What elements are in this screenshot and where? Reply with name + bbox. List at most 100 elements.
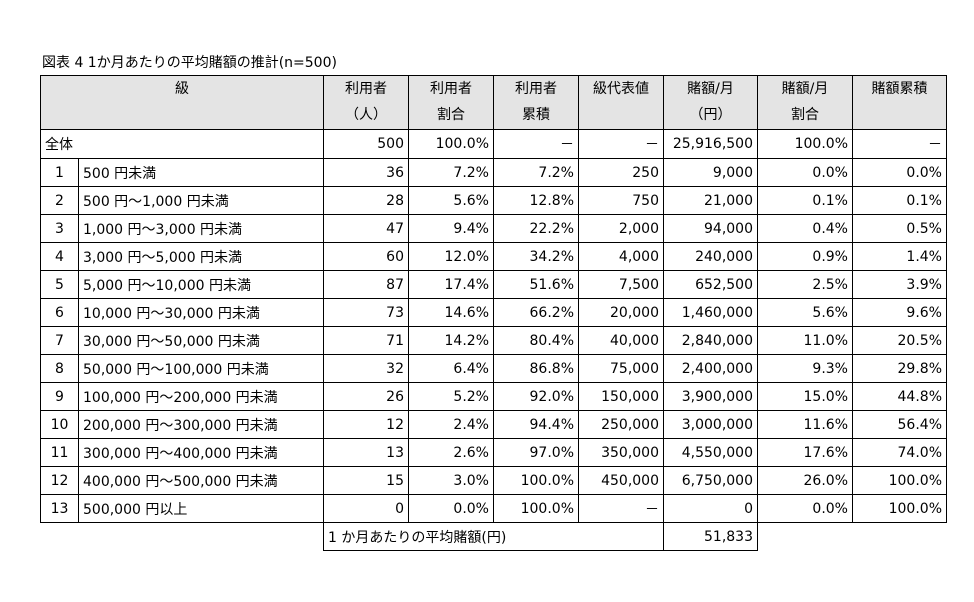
table-cell: 4,550,000 — [663, 438, 758, 467]
table-cell: 12 — [323, 410, 409, 439]
table-cell: 66.2% — [493, 298, 579, 327]
table-cell: 21,000 — [663, 186, 758, 215]
table-cell: 2.6% — [408, 438, 494, 467]
table-cell: 0.0% — [757, 158, 853, 187]
table-cell: 級 — [40, 75, 324, 130]
table-cell: 7.2% — [408, 158, 494, 187]
table-cell: 100.0% — [757, 129, 853, 159]
table-cell: 全体 — [40, 129, 324, 159]
table-cell: 25,916,500 — [663, 129, 758, 159]
table-cell: 3,900,000 — [663, 382, 758, 411]
table-cell: 44.8% — [852, 382, 947, 411]
table-row: 級利用者 （人） 利用者 割合 利用者 累積 級代表値 賭額/月 （円） 賭額/月 割合賭… — [40, 75, 947, 130]
table-cell: 2.4% — [408, 410, 494, 439]
table-cell: 利用者 割合 — [408, 75, 494, 130]
table-row: 2 500 円～1,000 円未満 28 5.6% 12.8% 750 21,000 0.1%… — [40, 186, 947, 215]
table-cell: － — [578, 129, 664, 159]
table-cell: 94.4% — [493, 410, 579, 439]
table-title: 図表 4 1か月あたりの平均賭額の推計(n=500) — [42, 55, 337, 71]
table-cell: 7 — [40, 326, 79, 355]
table-cell: 100,000 円～200,000 円未満 — [78, 382, 324, 411]
table-cell: 26 — [323, 382, 409, 411]
table-cell: 2,400,000 — [663, 354, 758, 383]
table-cell: 3 — [40, 214, 79, 243]
table-cell: 26.0% — [757, 466, 853, 495]
table-cell: 0.0% — [852, 158, 947, 187]
table-row: 1 500 円未満 36 7.2% 7.2% 250 9,000 0.0% 0.0% — [40, 158, 947, 187]
table-cell: 75,000 — [578, 354, 664, 383]
table-cell: 0.4% — [757, 214, 853, 243]
table-cell: 250,000 — [578, 410, 664, 439]
table-cell: 450,000 — [578, 466, 664, 495]
table-cell: 100.0% — [852, 494, 947, 523]
table-cell: 240,000 — [663, 242, 758, 271]
table-row: 11 300,000 円～400,000 円未満 13 2.6% 97.0% 350,00… — [40, 438, 947, 467]
table-cell: 22.2% — [493, 214, 579, 243]
table-cell — [41, 523, 324, 551]
table-cell: 3,000,000 — [663, 410, 758, 439]
table-cell: 4 — [40, 242, 79, 271]
table-cell: 9.3% — [757, 354, 853, 383]
table-row: 7 30,000 円～50,000 円未満 71 14.2% 80.4% 40,000 2,… — [40, 326, 947, 355]
table-row: 3 1,000 円～3,000 円未満 47 9.4% 22.2% 2,000 94,000… — [40, 214, 947, 243]
table-cell: 100.0% — [852, 466, 947, 495]
table-cell: 15 — [323, 466, 409, 495]
table-cell: 6,750,000 — [663, 466, 758, 495]
table-cell: 86.8% — [493, 354, 579, 383]
table-cell: 56.4% — [852, 410, 947, 439]
table-row: 10 200,000 円～300,000 円未満 12 2.4% 94.4% 250,00… — [40, 410, 947, 439]
table-row: 8 50,000 円～100,000 円未満 32 6.4% 86.8% 75,000 2,… — [40, 354, 947, 383]
table-cell: 36 — [323, 158, 409, 187]
table-cell: 750 — [578, 186, 664, 215]
table-cell: 34.2% — [493, 242, 579, 271]
table-cell: 17.4% — [408, 270, 494, 299]
table-cell: 13 — [323, 438, 409, 467]
table-row: 6 10,000 円～30,000 円未満 73 14.6% 66.2% 20,000 1,… — [40, 298, 947, 327]
table-cell: 32 — [323, 354, 409, 383]
table-row: 全体 500 100.0% －－ 25,916,500 100.0% － — [40, 129, 947, 159]
table-cell: 利用者 （人） — [323, 75, 409, 130]
table-cell: 1,460,000 — [663, 298, 758, 327]
table-cell: 5 — [40, 270, 79, 299]
table-cell: － — [852, 129, 947, 159]
table-cell: 0.0% — [757, 494, 853, 523]
table-cell: － — [578, 494, 664, 523]
table-cell: 5.6% — [408, 186, 494, 215]
table-cell: 11.6% — [757, 410, 853, 439]
table-cell: 12 — [40, 466, 79, 495]
table-cell: 2 — [40, 186, 79, 215]
table-cell: 29.8% — [852, 354, 947, 383]
table-cell: 2,000 — [578, 214, 664, 243]
table-cell: 5.6% — [757, 298, 853, 327]
table-cell: 80.4% — [493, 326, 579, 355]
table-cell: 350,000 — [578, 438, 664, 467]
table-cell: 0 — [663, 494, 758, 523]
table-row: 4 3,000 円～5,000 円未満 60 12.0% 34.2% 4,000 240,0… — [40, 242, 947, 271]
table-cell: 100.0% — [493, 466, 579, 495]
table-cell: 51.6% — [493, 270, 579, 299]
table-cell: 200,000 円～300,000 円未満 — [78, 410, 324, 439]
table-cell: 9.4% — [408, 214, 494, 243]
table-cell: 3,000 円～5,000 円未満 — [78, 242, 324, 271]
table-cell: 級代表値 — [578, 75, 664, 130]
table-cell: 92.0% — [493, 382, 579, 411]
table-cell: 94,000 — [663, 214, 758, 243]
table-row: 5 5,000 円～10,000 円未満 87 17.4% 51.6% 7,500 652,… — [40, 270, 947, 299]
table-cell: 150,000 — [578, 382, 664, 411]
table-row: 12 400,000 円～500,000 円未満 15 3.0% 100.0% 450,0… — [40, 466, 947, 495]
table-cell: 15.0% — [757, 382, 853, 411]
table-cell: 300,000 円～400,000 円未満 — [78, 438, 324, 467]
table-cell: 51,833 — [663, 522, 758, 551]
table-cell: 7.2% — [493, 158, 579, 187]
table-cell — [758, 523, 947, 551]
table-cell: 500 円未満 — [78, 158, 324, 187]
table-cell: 8 — [40, 354, 79, 383]
table-cell: 250 — [578, 158, 664, 187]
table-cell: 652,500 — [663, 270, 758, 299]
table-cell: 14.6% — [408, 298, 494, 327]
table-cell: 11 — [40, 438, 79, 467]
table-cell: － — [493, 129, 579, 159]
table-cell: 9,000 — [663, 158, 758, 187]
table-cell: 60 — [323, 242, 409, 271]
